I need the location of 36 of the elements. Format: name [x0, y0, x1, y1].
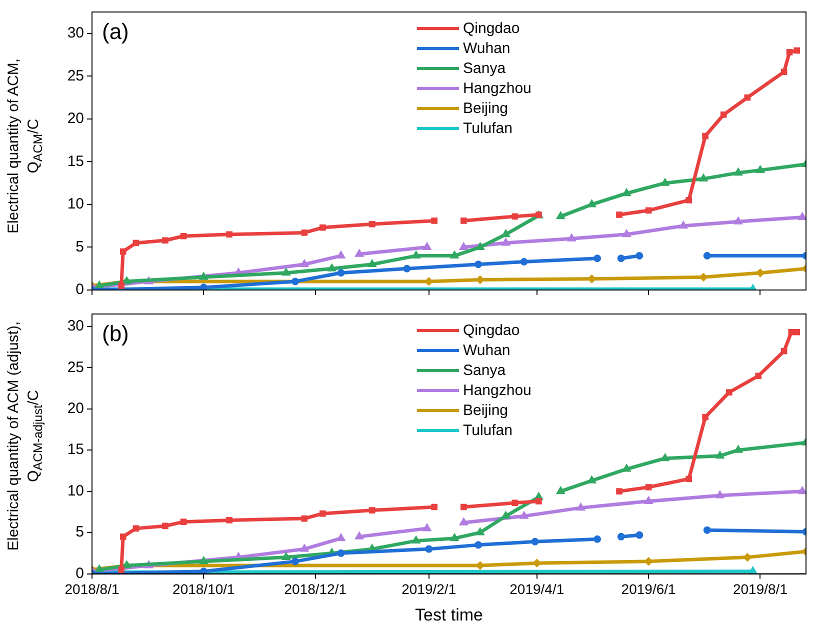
- y-tick-label: 0: [76, 564, 84, 582]
- y-tick-label: 15: [67, 152, 84, 170]
- y-tick-label: 15: [67, 441, 84, 458]
- y-tick-label: 5: [76, 238, 84, 256]
- y-tick-label: 10: [67, 482, 84, 500]
- x-tick-label: 2019/4/1: [510, 581, 564, 598]
- x-tick-label: 2018/10/1: [172, 581, 236, 598]
- y-tick-label: 20: [67, 400, 84, 417]
- x-axis-title: Test time: [414, 605, 484, 624]
- y-tick-label: 10: [67, 196, 84, 213]
- legend-label: Tulufan: [463, 422, 512, 438]
- y-tick-label: 25: [67, 67, 84, 84]
- y-tick-label: 5: [76, 524, 84, 541]
- legend-label: Hangzhou: [463, 80, 532, 96]
- x-tick-label: 2019/8/1: [732, 581, 788, 598]
- y-tick-label: 0: [76, 281, 84, 298]
- annotation: (a): [102, 19, 129, 44]
- legend-label: Qingdao: [463, 322, 520, 338]
- legend-label: Qingdao: [463, 20, 520, 36]
- y-tick-label: 30: [67, 24, 84, 42]
- x-tick-label: 2018/12/1: [284, 581, 347, 598]
- x-tick-label: 2019/6/1: [621, 581, 676, 598]
- legend-label: Sanya: [463, 60, 506, 76]
- legend-label: Sanya: [463, 362, 506, 378]
- y-tick-label: 25: [67, 358, 84, 376]
- y-tick-label: 30: [67, 318, 84, 335]
- legend-label: Tulufan: [463, 120, 512, 136]
- x-tick-label: 2019/2/1: [402, 581, 456, 598]
- x-tick-label: 2018/8/1: [64, 581, 120, 598]
- annotation: (b): [102, 321, 129, 346]
- legend-label: Beijing: [463, 100, 508, 116]
- legend-label: Wuhan: [463, 342, 510, 358]
- y-tick-label: 20: [67, 110, 84, 128]
- legend-label: Wuhan: [463, 40, 510, 56]
- legend-label: Beijing: [463, 402, 508, 418]
- legend-label: Hangzhou: [463, 382, 532, 398]
